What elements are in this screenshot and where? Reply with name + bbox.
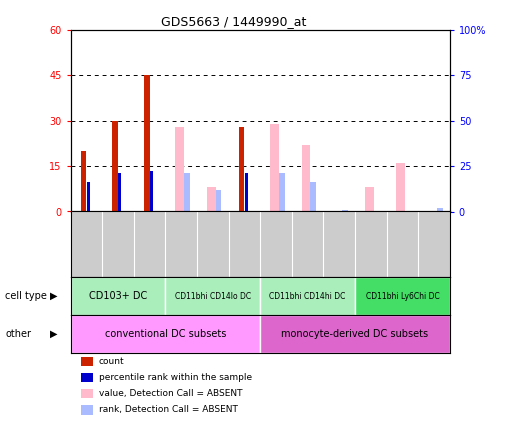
Bar [150,171,153,212]
Bar [437,208,442,212]
Text: CD103+ DC: CD103+ DC [89,291,147,301]
Bar [302,145,311,212]
Text: value, Detection Call = ABSENT: value, Detection Call = ABSENT [99,389,242,398]
Text: GDS5663 / 1449990_at: GDS5663 / 1449990_at [162,15,306,28]
Bar [71,277,165,315]
Bar [112,121,118,212]
Bar [396,163,405,212]
Bar [165,277,260,315]
Bar [260,277,355,315]
Bar [238,126,244,212]
Bar [144,75,150,212]
Text: CD11bhi Ly6Chi DC: CD11bhi Ly6Chi DC [366,291,439,301]
Bar [270,124,279,212]
Text: ▶: ▶ [50,291,57,301]
Text: other: other [5,329,31,339]
Bar [207,187,215,212]
Bar [260,315,450,353]
Text: conventional DC subsets: conventional DC subsets [105,329,226,339]
Text: percentile rank within the sample: percentile rank within the sample [99,373,252,382]
Bar [81,151,86,212]
Bar [279,173,285,212]
Bar [71,315,260,353]
Text: CD11bhi CD14lo DC: CD11bhi CD14lo DC [175,291,251,301]
Bar [184,173,190,212]
Bar [245,173,248,212]
Bar [365,187,373,212]
Bar [311,182,316,212]
Bar [215,190,221,212]
Bar [355,277,450,315]
Text: cell type: cell type [5,291,47,301]
Text: CD11bhi CD14hi DC: CD11bhi CD14hi DC [269,291,346,301]
Text: rank, Detection Call = ABSENT: rank, Detection Call = ABSENT [99,405,238,415]
Text: count: count [99,357,124,366]
Text: ▶: ▶ [50,329,57,339]
Text: monocyte-derived DC subsets: monocyte-derived DC subsets [281,329,428,339]
Bar [175,126,184,212]
Bar [342,210,348,212]
Bar [118,173,121,212]
Bar [87,182,90,212]
